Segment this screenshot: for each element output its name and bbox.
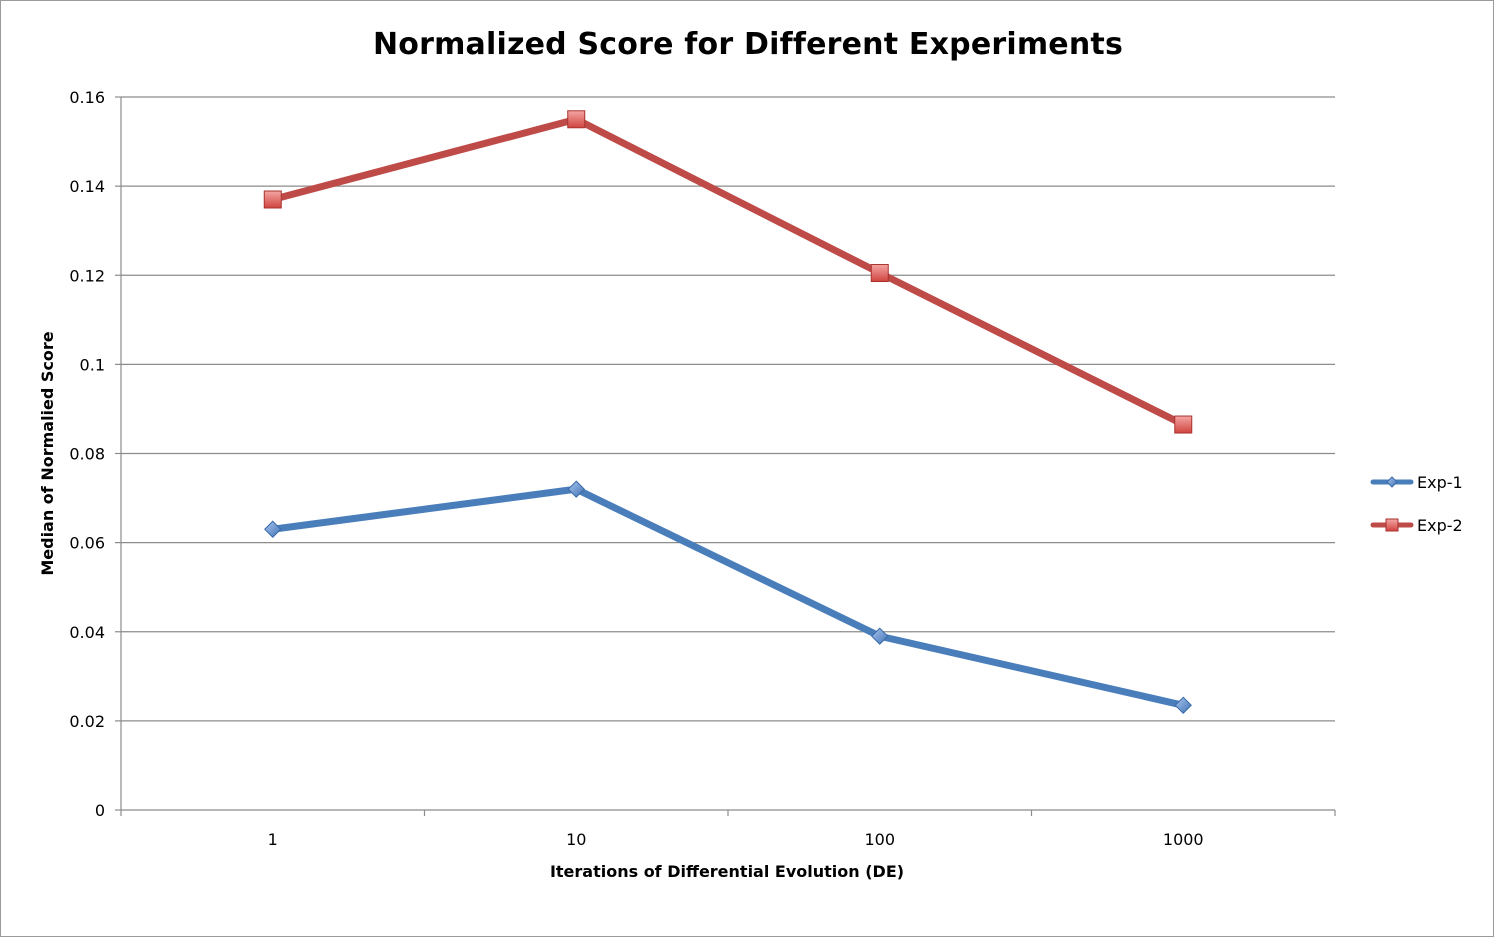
x-tick-label: 100	[864, 830, 895, 849]
y-tick-label: 0.14	[69, 177, 105, 196]
data-point-diamond	[567, 480, 585, 498]
data-point-diamond	[1174, 696, 1192, 714]
y-tick-label: 0.02	[69, 712, 105, 731]
legend-label: Exp-1	[1417, 473, 1463, 492]
series-area	[263, 110, 1193, 714]
axes: 0 0.02 0.04 0.06 0.08 0.1 0.12 0.14 0.16 1 10 100 10…	[69, 88, 1336, 849]
data-point-diamond	[264, 520, 282, 538]
data-point-diamond	[1386, 476, 1398, 488]
data-point-square	[1174, 415, 1193, 434]
y-axis-title: Median of Normalied Score	[38, 331, 57, 575]
series-1	[263, 110, 1193, 434]
series-0	[264, 480, 1192, 714]
y-tick-label: 0.16	[69, 88, 105, 107]
data-point-diamond	[871, 627, 889, 645]
legend-label: Exp-2	[1417, 516, 1463, 535]
series-line	[269, 485, 1187, 709]
chart-title: Normalized Score for Different Experimen…	[372, 27, 1124, 62]
y-tick-label: 0.04	[69, 623, 105, 642]
x-tick-label: 1	[268, 830, 278, 849]
series-line	[269, 115, 1187, 429]
x-tick-label: 1000	[1163, 830, 1204, 849]
y-tick-label: 0.1	[80, 355, 105, 374]
y-tick-label: 0.06	[69, 534, 105, 553]
data-point-square	[1385, 518, 1399, 532]
legend: Exp-1 Exp-2	[1370, 473, 1463, 535]
gridlines	[121, 96, 1335, 722]
x-tick-label: 10	[566, 830, 586, 849]
data-point-square	[263, 190, 282, 209]
x-axis-title: Iterations of Differential Evolution (DE…	[550, 862, 904, 881]
legend-item: Exp-1	[1370, 473, 1463, 492]
y-tick-label: 0	[95, 801, 105, 820]
data-point-square	[567, 110, 586, 129]
data-point-square	[870, 264, 889, 283]
legend-item: Exp-2	[1370, 516, 1463, 535]
y-tick-label: 0.08	[69, 445, 105, 464]
y-tick-label: 0.12	[69, 266, 105, 285]
